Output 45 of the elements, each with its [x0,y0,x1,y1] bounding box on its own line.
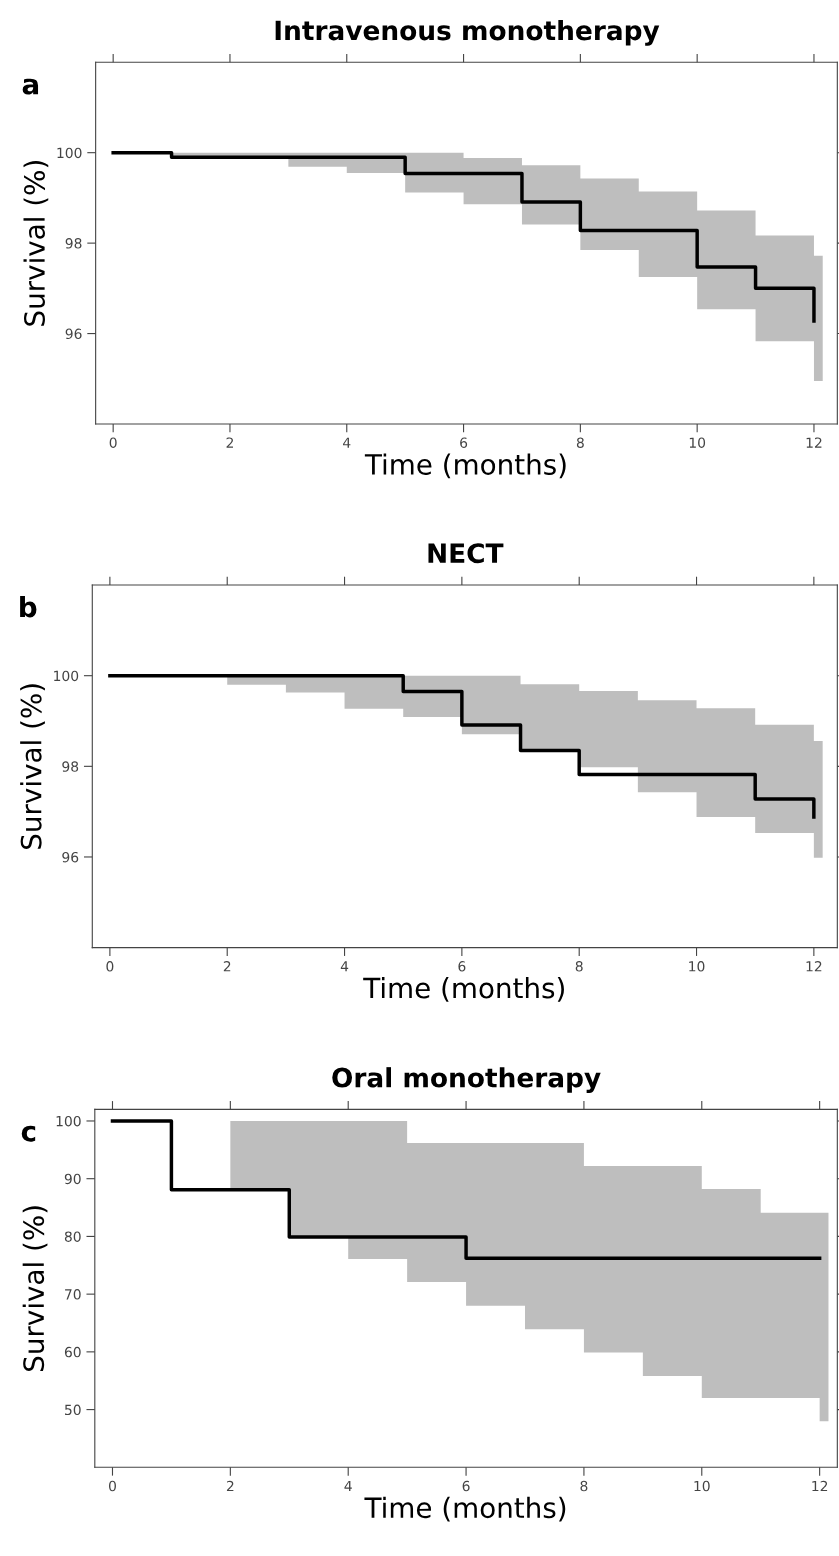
text: b [20,595,37,618]
x-tick-label: 6 [458,961,466,972]
y-tick-label: 100 [54,670,79,682]
chart-title: Oral monotherapy [332,1067,601,1093]
chart-title: Intravenous monotherapy [275,19,660,46]
x-tick-label: 0 [106,961,114,972]
x-tick-label: 6 [462,1480,470,1492]
y-tick-label: 96 [62,851,79,863]
y-axis-title: Survival (%) [22,1206,48,1371]
x-tick-label: 2 [223,961,231,972]
x-tick-label: 8 [575,961,583,972]
x-tick-label: 2 [226,437,233,448]
x-tick-label: 0 [108,1480,116,1492]
y-tick-label: 60 [64,1346,81,1358]
y-tick-label: 100 [57,147,82,159]
y-tick-label: 96 [65,328,82,340]
x-tick-label: 8 [580,1480,588,1492]
x-tick-label: 4 [340,961,349,972]
x-tick-label: 12 [812,1480,828,1492]
y-tick-label: 50 [65,1404,81,1416]
x-tick-label: 4 [344,1480,352,1492]
x-axis-title: Time (months) [364,453,566,479]
x-axis-title: Time (months) [363,977,564,1002]
x-tick-label: 4 [343,437,351,448]
chart-title: NECT [428,543,504,564]
x-tick-label: 2 [226,1480,234,1492]
y-tick-label: 90 [64,1173,81,1185]
y-axis-title: Survival (%) [23,161,49,326]
x-tick-label: 12 [806,961,822,972]
x-tick-label: 8 [576,437,584,448]
x-tick-label: 6 [460,437,468,448]
x-axis-title: Time (months) [364,1496,566,1522]
text: c [21,1125,36,1142]
x-tick-label: 12 [806,437,822,448]
y-axis-title: Survival (%) [20,684,45,849]
y-tick-label: 100 [56,1115,81,1127]
x-tick-label: 10 [689,437,706,448]
y-tick-label: 98 [65,238,82,249]
y-tick-label: 70 [65,1289,81,1300]
y-tick-label: 98 [62,761,79,772]
x-tick-label: 0 [109,437,117,448]
text: a [22,78,39,95]
y-tick-label: 80 [64,1231,81,1242]
x-tick-label: 10 [689,961,705,972]
x-tick-label: 10 [694,1480,710,1492]
